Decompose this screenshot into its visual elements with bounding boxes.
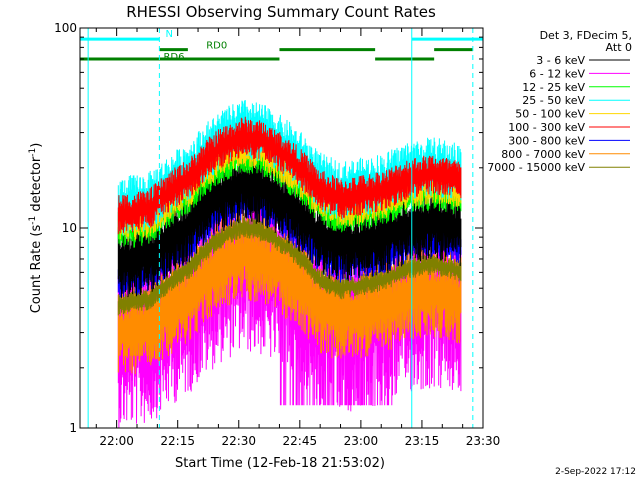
flag-label: RD6	[163, 52, 184, 63]
y-tick-label: 1	[69, 421, 77, 435]
legend-header-line: Att 0	[606, 41, 632, 54]
legend-label: 800 - 7000 keV	[501, 148, 585, 161]
y-axis-label-part: )	[29, 143, 44, 148]
legend-label: 50 - 100 keV	[515, 108, 585, 121]
x-tick-label: 23:30	[466, 434, 501, 448]
y-axis-label-superscript: -1	[28, 216, 38, 225]
legend-label: 100 - 300 keV	[508, 121, 585, 134]
flag-label: RD0	[206, 40, 227, 51]
generation-date: 2-Sep-2022 17:12	[555, 467, 636, 477]
series-layer	[117, 100, 462, 429]
axis-layer: 22:00 22:15 22:30 22:45 23:00 23:15 23:30 1 10 10…	[54, 21, 500, 448]
x-tick-label: 22:15	[160, 434, 195, 448]
legend-label: 300 - 800 keV	[508, 134, 585, 147]
series-line	[117, 147, 462, 298]
y-axis-label-part: Count Rate (s	[29, 225, 44, 314]
y-axis-label: Count Rate (s-1 detector-1)	[28, 143, 44, 314]
series-line	[117, 116, 462, 235]
chart-title: RHESSI Observing Summary Count Rates	[126, 3, 436, 21]
flag-label: N	[165, 29, 172, 40]
legend-label: 25 - 50 keV	[522, 94, 585, 107]
x-tick-label: 23:00	[344, 434, 379, 448]
legend-header-line: Det 3, FDecim 5,	[540, 29, 632, 42]
series-line	[117, 216, 462, 316]
legend-label: 6 - 12 keV	[529, 67, 585, 80]
annotation-layer: N RD0 RD6	[80, 28, 483, 428]
x-tick-label: 22:45	[283, 434, 318, 448]
legend-label: 7000 - 15000 keV	[487, 161, 585, 174]
x-tick-label: 22:00	[99, 434, 134, 448]
y-axis-label-part: detector	[29, 156, 44, 216]
legend-label: 12 - 25 keV	[522, 81, 585, 94]
y-tick-label: 10	[62, 221, 77, 235]
x-tick-label: 22:30	[221, 434, 256, 448]
series-line	[117, 211, 462, 375]
x-tick-label: 23:15	[405, 434, 440, 448]
x-axis-label: Start Time (12-Feb-18 21:53:02)	[175, 456, 385, 471]
legend-label: 3 - 6 keV	[536, 54, 585, 67]
y-axis-label-superscript: -1	[28, 148, 38, 157]
y-tick-label: 100	[54, 21, 77, 35]
